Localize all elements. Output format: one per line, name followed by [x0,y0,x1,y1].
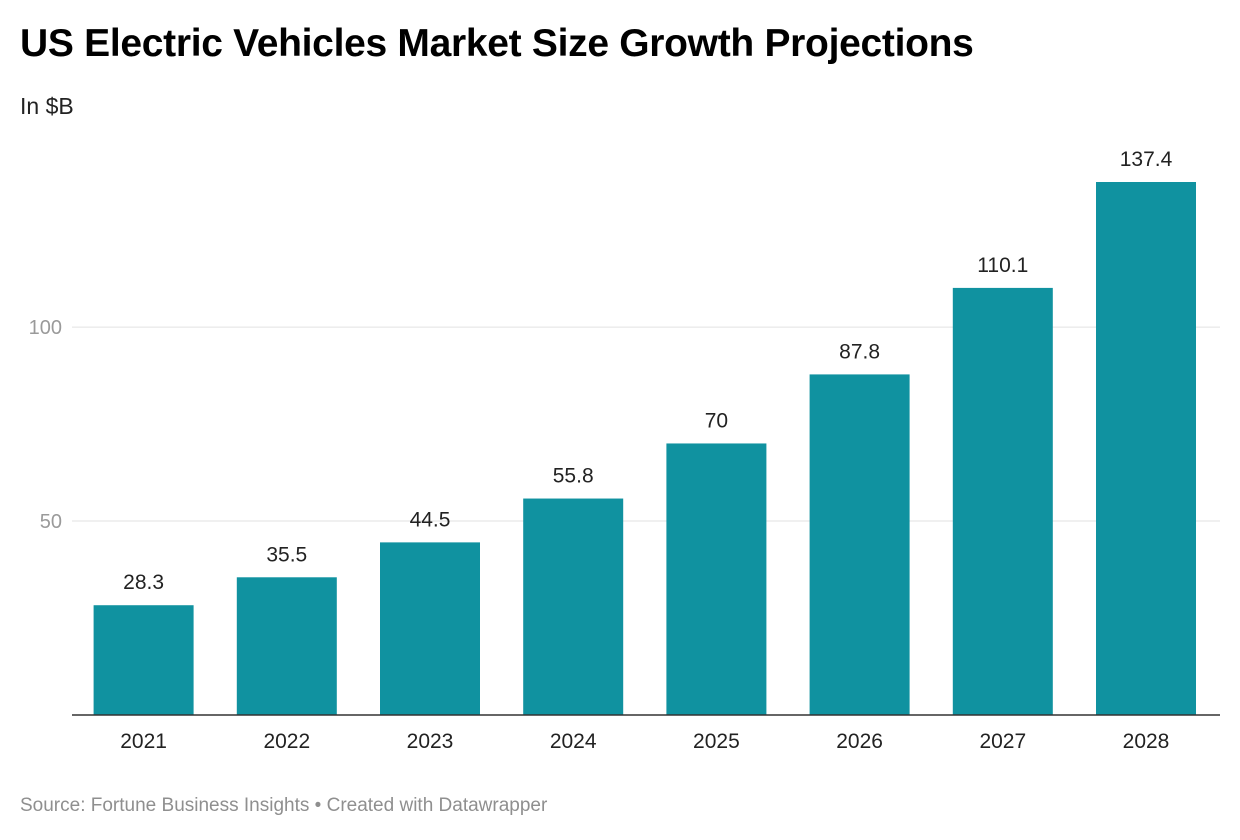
x-tick-label: 2026 [836,730,883,753]
value-label: 28.3 [123,571,164,594]
chart-subtitle: In $B [20,93,74,119]
value-label: 70 [705,409,728,432]
x-tick-label: 2023 [407,730,454,753]
y-tick-label: 100 [29,317,62,339]
bar-2025 [666,443,767,715]
x-tick-label: 2028 [1123,730,1170,753]
bar-2024 [523,498,624,715]
bar-2021 [93,605,194,715]
bar-2023 [380,542,480,715]
value-label: 110.1 [977,254,1028,277]
value-label: 87.8 [839,340,880,363]
credit-note: Created with Datawrapper [326,795,548,816]
bar-2022 [236,577,337,715]
chart-title: US Electric Vehicles Market Size Growth … [20,22,974,65]
value-label: 137.4 [1120,148,1173,171]
y-tick-label: 50 [40,511,62,533]
x-tick-label: 2024 [550,730,597,753]
bars [93,182,1196,715]
footer-separator: • [314,795,322,816]
x-tick-label: 2022 [263,730,310,753]
value-label: 35.5 [266,543,307,566]
bar-2027 [952,287,1053,715]
source-note: Source: Fortune Business Insights [20,795,310,816]
bar-2026 [809,374,910,715]
x-tick-label: 2025 [693,730,740,753]
x-tick-label: 2027 [979,730,1026,753]
value-label: 55.8 [553,465,594,488]
bar-2028 [1096,182,1196,715]
chart-footer: Source: Fortune Business Insights • Crea… [20,795,547,817]
value-label: 44.5 [410,508,451,531]
x-tick-label: 2021 [120,730,167,753]
labels: 50 100 28.3 2021 35.5 2022 44.5 2023 55.8 2024 70 2… [29,148,1173,753]
